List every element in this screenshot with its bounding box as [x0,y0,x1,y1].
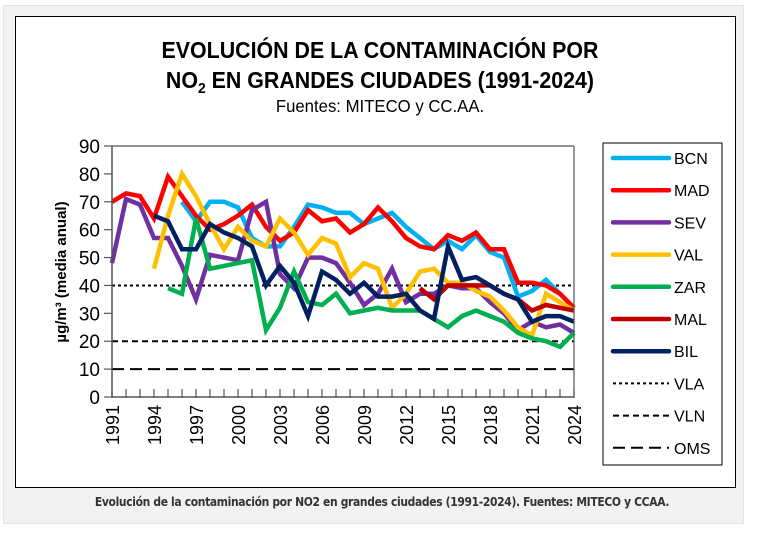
x-tick-label: 1994 [145,405,165,445]
y-tick-label: 90 [79,137,100,158]
y-tick-label: 20 [79,332,100,353]
series-line-mad [110,171,576,310]
series-line-bil [153,213,575,325]
title-no: NO [166,67,198,93]
x-tick-label: 2003 [271,405,291,445]
x-tick-label: 2006 [313,405,333,445]
y-tick-label: 50 [79,249,100,270]
y-tick-label: 30 [79,304,100,325]
series-line-zar [167,217,576,350]
y-axis: 0 10 20 30 40 50 60 70 80 90 [79,137,112,409]
legend-label-vla: VLA [674,376,705,393]
y-tick-label: 10 [79,360,100,381]
chart-title-line2: NO2 EN GRANDES CIUDADES (1991-2024) [166,67,594,97]
y-axis-label: µg/m³ (media anual) [53,201,70,342]
x-axis: 1991 1994 1997 2000 2003 2006 2009 2012 2015 2018… [103,389,585,445]
series-lines [109,168,576,350]
legend-label-bil: BIL [674,344,698,361]
y-tick-label: 40 [79,276,100,297]
y-tick-label: 60 [79,221,100,242]
title-subscript: 2 [198,81,206,98]
y-tick-label: 70 [79,193,100,214]
x-tick-label: 2015 [439,405,459,445]
chart-subtitle: Fuentes: MITECO y CC.AA. [276,95,484,116]
legend: BCN MAD SEV VAL ZAR MAL BIL VLA VLN OMS [602,142,723,466]
series-line-sev [109,195,576,335]
x-tick-label: 2024 [565,405,585,445]
figure-caption: Evolución de la contaminación por NO2 en… [94,494,670,509]
legend-label-bcn: BCN [674,151,708,168]
legend-label-mal: MAL [674,312,707,329]
title-rest: EN GRANDES CIUDADES (1991-2024) [206,67,594,93]
chart-title-line1: EVOLUCIÓN DE LA CONTAMINACIÓN POR [162,37,599,63]
legend-label-sev: SEV [674,215,706,232]
x-tick-label: 2009 [355,405,375,445]
legend-label-val: VAL [674,248,703,265]
legend-box [602,142,723,466]
reference-lines [112,284,574,371]
legend-label-vln: VLN [674,409,705,426]
x-tick-label: 2021 [523,405,543,445]
y-tick-label: 0 [89,388,100,409]
x-tick-label: 1997 [187,405,207,445]
legend-label-zar: ZAR [674,280,706,297]
y-tick-label: 80 [79,165,100,186]
series-line-val [151,168,576,339]
x-tick-label: 2012 [397,405,417,445]
axes-lines [111,145,575,398]
x-tick-label: 2000 [229,405,249,445]
x-tick-label: 1991 [103,405,123,445]
legend-label-oms: OMS [674,441,710,458]
x-tick-label: 2018 [481,405,501,445]
legend-label-mad: MAD [674,183,710,200]
